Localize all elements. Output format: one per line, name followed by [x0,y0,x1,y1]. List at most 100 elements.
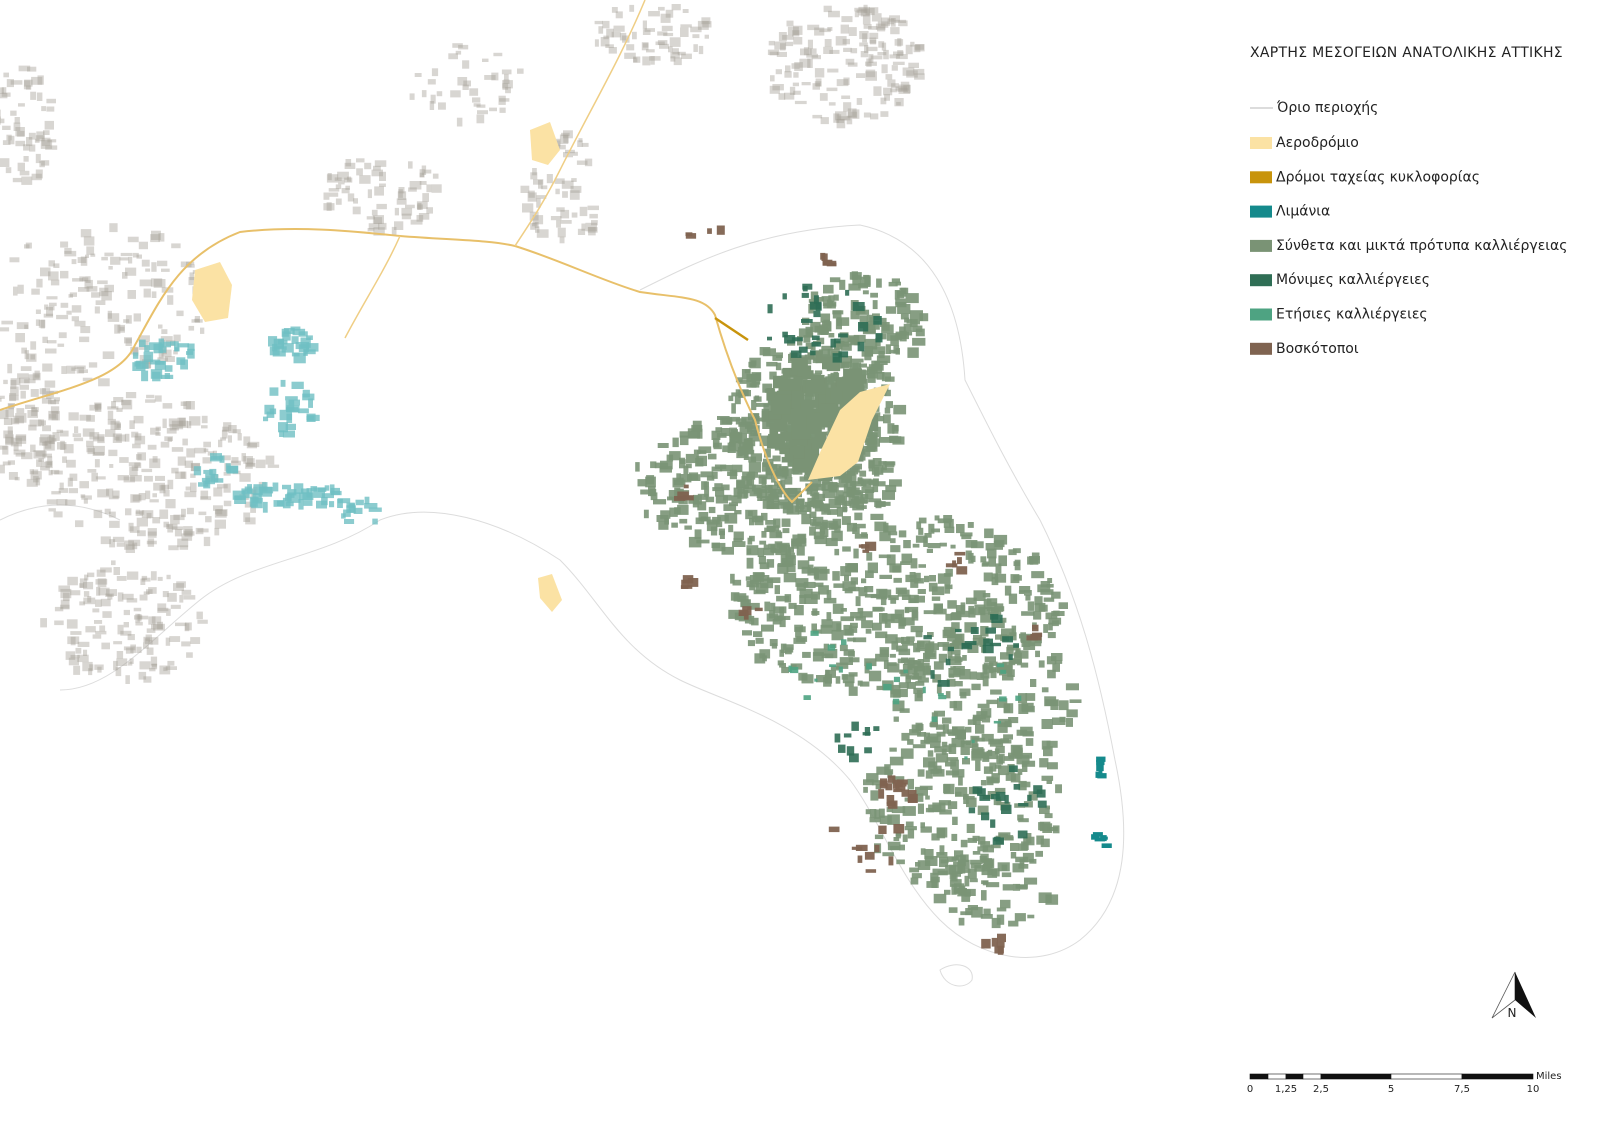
land-patch [903,658,910,665]
land-patch [995,662,1007,673]
land-patch [891,278,900,283]
land-patch [692,420,702,431]
land-patch [39,160,45,168]
land-patch [180,471,186,479]
land-patch [89,404,99,411]
land-patch [826,360,841,372]
land-patch [679,457,685,469]
land-patch [779,616,786,628]
land-patch [954,850,964,857]
land-patch [892,436,905,445]
land-patch [76,366,85,374]
land-patch [864,338,878,350]
land-patch [766,361,778,367]
land-patch [141,468,153,473]
land-patch [150,234,160,243]
land-patch [186,507,194,515]
land-patch [1016,661,1022,666]
land-patch [814,569,828,581]
land-patch [902,67,915,76]
land-patch [878,808,885,818]
land-patch [677,51,686,56]
land-patch [977,788,986,796]
land-patch [185,401,195,410]
land-patch [895,785,906,791]
land-patch [884,389,891,397]
land-patch [80,229,92,238]
land-patch [6,134,12,141]
land-patch [42,453,52,458]
land-patch [801,319,813,323]
land-patch [761,624,774,632]
land-patch [151,663,157,668]
land-patch [672,48,679,55]
land-patch [954,653,961,663]
land-patch [71,305,82,313]
land-patch [282,331,291,341]
land-patch [462,60,470,69]
land-patch [785,552,795,559]
land-patch [696,539,710,544]
land-patch [895,587,907,595]
land-patch [862,14,871,25]
land-patch [819,324,828,335]
land-patch [113,641,123,645]
land-patch [862,33,867,43]
land-patch [585,222,597,232]
land-patch [876,278,882,288]
land-patch [129,526,140,533]
land-patch [874,834,884,840]
land-patch [93,445,105,456]
land-patch [767,49,780,55]
land-patch [863,112,871,118]
land-patch [187,421,192,429]
land-patch [79,336,90,343]
land-patch [144,345,150,352]
land-patch [991,620,1005,628]
land-patch [865,809,871,815]
land-patch [7,363,13,374]
land-patch [844,588,853,594]
land-patch [825,669,836,678]
land-patch [44,440,52,449]
land-patch [141,510,154,518]
land-patch [17,284,24,294]
land-patch [72,433,82,437]
land-patch [279,409,292,421]
land-patch [162,591,169,598]
land-patch [27,66,37,72]
land-patch [1002,636,1013,643]
land-patch [738,422,752,427]
land-patch [922,686,926,694]
land-patch [967,837,977,843]
land-patch [79,583,85,588]
land-patch [844,574,849,582]
land-patch [712,542,726,552]
land-patch [775,544,787,556]
land-patch [889,15,900,22]
land-patch [253,484,263,495]
land-patch [504,73,509,81]
land-patch [681,579,689,589]
land-patch [1037,584,1051,593]
land-patch [184,529,193,537]
land-patch [821,345,833,351]
land-patch [346,176,352,182]
land-patch [0,116,1,125]
land-patch [222,455,231,461]
land-patch [944,889,951,895]
land-patch [570,185,582,193]
land-patch [139,279,152,287]
land-patch [941,741,948,747]
land-patch [298,408,309,414]
land-patch [893,788,903,793]
land-patch [125,315,132,324]
land-patch [462,84,469,90]
land-patch [857,855,863,863]
land-patch [1047,669,1056,679]
land-patch [158,233,165,242]
land-patch [189,272,194,281]
land-patch [1010,574,1020,584]
land-patch [820,313,831,323]
